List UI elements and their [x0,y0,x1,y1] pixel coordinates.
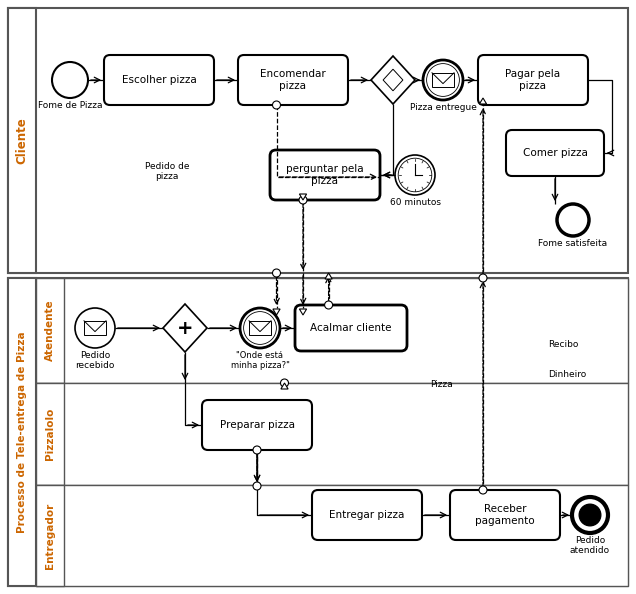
Circle shape [572,497,608,533]
Polygon shape [383,69,403,91]
Bar [36,383,64,485]
Bar [249,321,271,335]
Text: Entregador: Entregador [45,503,55,568]
Text: Processo de Tele-entrega de Pizza: Processo de Tele-entrega de Pizza [17,331,27,533]
Circle shape [52,62,88,98]
FancyBboxPatch shape [478,55,588,105]
Text: Atendente: Atendente [45,300,55,361]
FancyBboxPatch shape [270,150,380,200]
Text: +: + [177,318,193,337]
FancyBboxPatch shape [238,55,348,105]
Polygon shape [325,273,332,279]
Circle shape [324,301,333,309]
Bar [84,321,106,335]
Bar [8,8,628,273]
Text: Recibo: Recibo [548,340,578,349]
Bar [36,383,628,485]
Bar [36,278,64,383]
Polygon shape [163,304,207,352]
Polygon shape [371,56,415,104]
Circle shape [272,101,280,109]
Text: Fome satisfeita: Fome satisfeita [539,239,607,248]
Text: Pizza: Pizza [430,380,453,389]
Circle shape [299,196,307,204]
Bar [36,485,628,586]
Text: Pizza entregue: Pizza entregue [410,103,476,112]
Text: 60 minutos: 60 minutos [389,198,441,207]
Text: "Onde está
minha pizza?": "Onde está minha pizza?" [231,351,289,371]
Bar [8,278,36,586]
Bar [36,278,628,383]
Text: Pagar pela
pizza: Pagar pela pizza [506,69,560,91]
FancyBboxPatch shape [202,400,312,450]
Text: Receber
pagamento: Receber pagamento [475,504,535,526]
FancyBboxPatch shape [450,490,560,540]
Circle shape [479,274,487,282]
Circle shape [398,158,432,192]
Text: Dinheiro: Dinheiro [548,370,586,379]
Polygon shape [300,194,307,200]
Circle shape [253,446,261,454]
Bar [432,73,454,87]
FancyBboxPatch shape [295,305,407,351]
FancyBboxPatch shape [312,490,422,540]
Circle shape [280,379,289,387]
Polygon shape [273,309,280,315]
Circle shape [395,155,435,195]
Text: Pedido
recebido: Pedido recebido [75,351,114,371]
Bar [8,8,36,273]
Circle shape [244,312,277,345]
Text: Fome de Pizza: Fome de Pizza [38,101,102,110]
Circle shape [427,64,459,96]
Text: Cliente: Cliente [15,117,29,164]
Text: Pizzalolo: Pizzalolo [45,408,55,460]
Polygon shape [281,383,288,389]
Text: Pedido
atendido: Pedido atendido [570,536,610,555]
Polygon shape [300,309,307,315]
Bar [8,278,628,586]
FancyBboxPatch shape [104,55,214,105]
Circle shape [240,308,280,348]
Text: Comer pizza: Comer pizza [523,148,588,158]
Circle shape [557,204,589,236]
Polygon shape [480,98,487,104]
Circle shape [253,482,261,490]
Circle shape [423,60,463,100]
Text: Preparar pizza: Preparar pizza [219,420,294,430]
Text: Acalmar cliente: Acalmar cliente [310,323,392,333]
Circle shape [579,504,601,526]
Text: Encomendar
pizza: Encomendar pizza [260,69,326,91]
Text: Pedido de
pizza: Pedido de pizza [145,162,190,181]
FancyBboxPatch shape [506,130,604,176]
Text: Escolher pizza: Escolher pizza [121,75,197,85]
Text: Entregar pizza: Entregar pizza [329,510,404,520]
Circle shape [75,308,115,348]
Circle shape [479,486,487,494]
Text: perguntar pela
pizza: perguntar pela pizza [286,164,364,186]
Bar [36,485,64,586]
Circle shape [272,269,280,277]
